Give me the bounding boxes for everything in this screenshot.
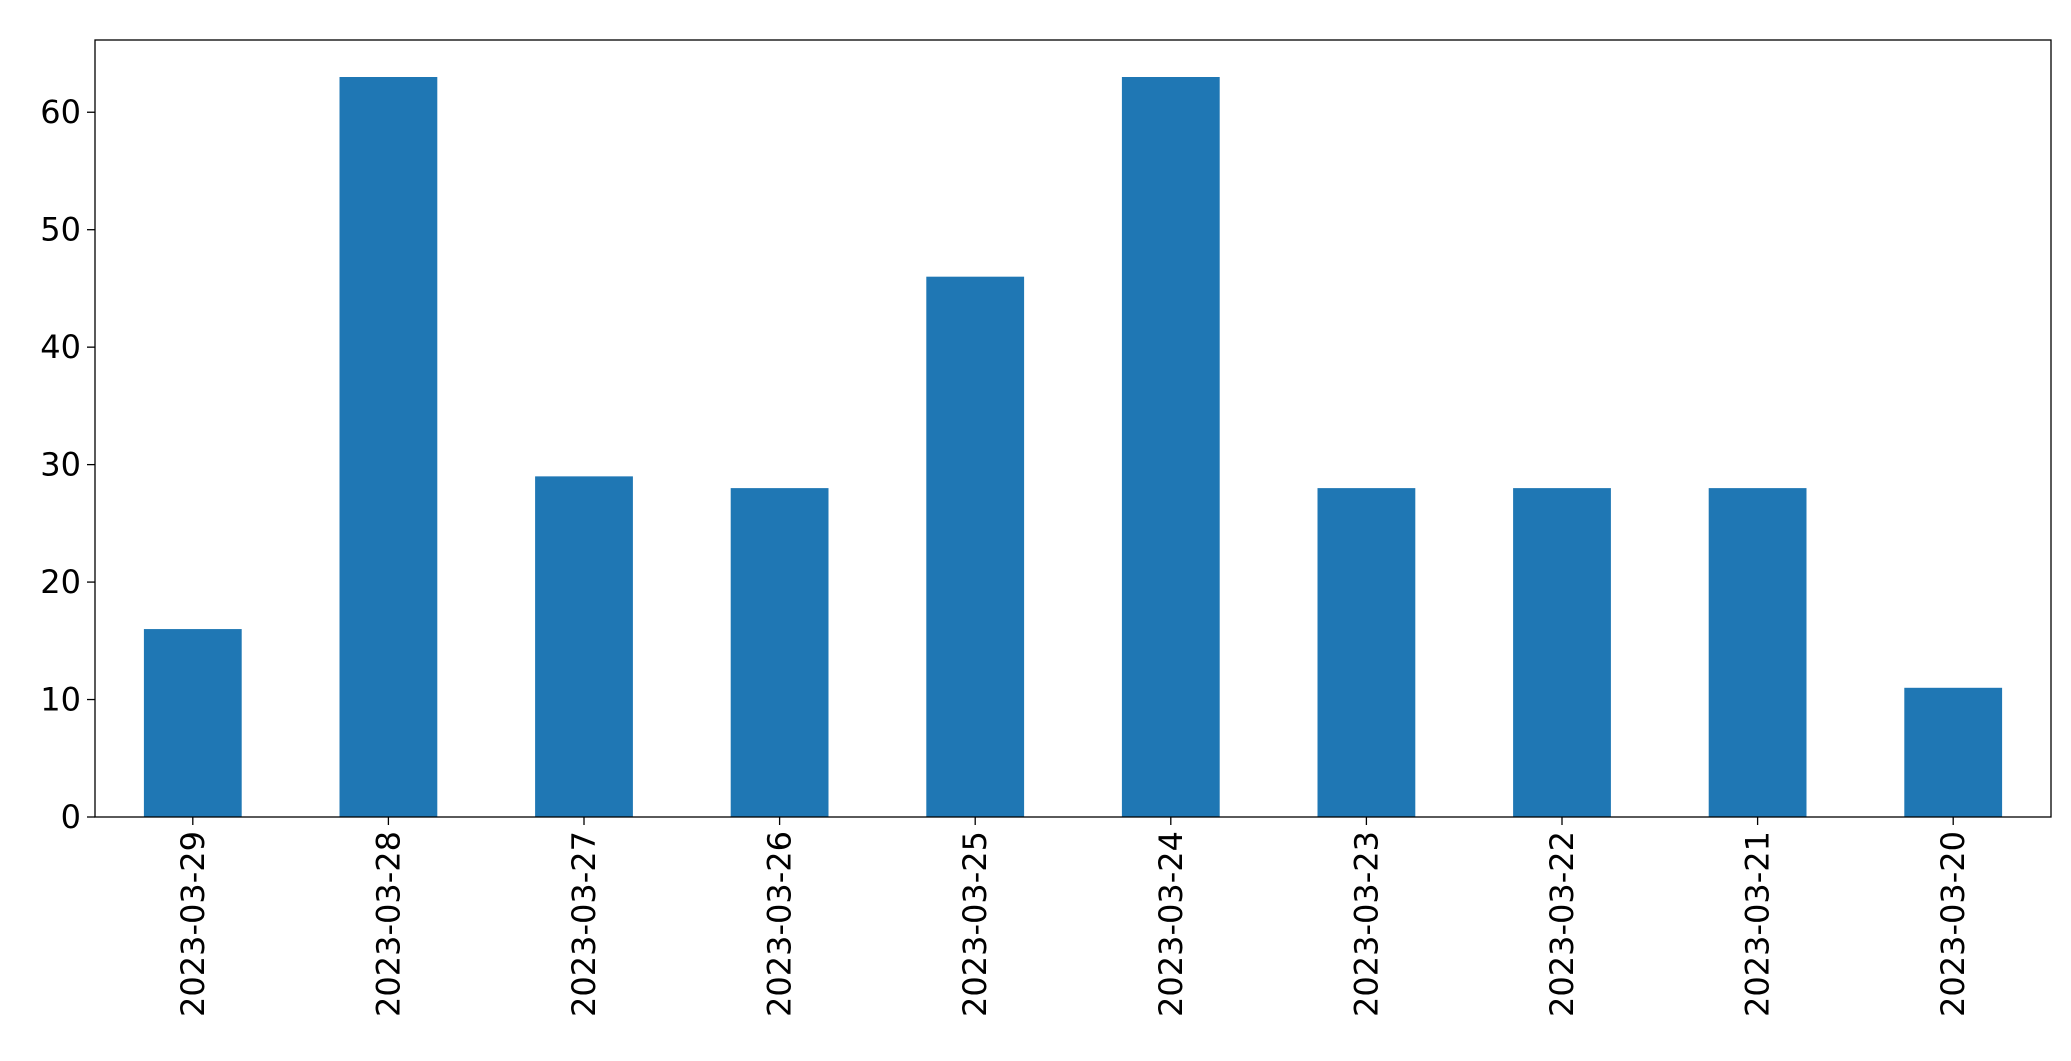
bar — [1121, 77, 1220, 817]
y-tick-label: 60 — [40, 93, 81, 131]
bar — [926, 276, 1025, 818]
x-tick-label: 2023-03-25 — [956, 831, 994, 1017]
x-tick-label: 2023-03-26 — [761, 831, 799, 1017]
y-tick-label: 0 — [61, 798, 81, 836]
x-tick-label: 2023-03-22 — [1543, 831, 1581, 1017]
bar — [339, 77, 438, 817]
y-tick-label: 40 — [40, 328, 81, 366]
bar — [143, 629, 242, 817]
y-tick-label: 10 — [40, 681, 81, 719]
x-tick-label: 2023-03-20 — [1934, 831, 1972, 1017]
x-tick-label: 2023-03-24 — [1152, 831, 1190, 1017]
y-tick-label: 20 — [40, 563, 81, 601]
x-tick-label: 2023-03-28 — [369, 831, 407, 1017]
y-tick-label: 30 — [40, 446, 81, 484]
bar — [535, 476, 633, 817]
y-tick-label: 50 — [40, 211, 81, 249]
plot-frame — [94, 39, 2052, 818]
x-tick-label: 2023-03-27 — [565, 831, 603, 1017]
x-tick-label: 2023-03-23 — [1347, 831, 1385, 1017]
bar — [1708, 488, 1807, 817]
x-tick-label: 2023-03-21 — [1739, 831, 1777, 1017]
bar — [1317, 488, 1416, 817]
bar — [1904, 687, 2003, 817]
bar — [730, 488, 829, 817]
bar — [1513, 488, 1611, 817]
x-tick-label: 2023-03-29 — [174, 831, 212, 1017]
